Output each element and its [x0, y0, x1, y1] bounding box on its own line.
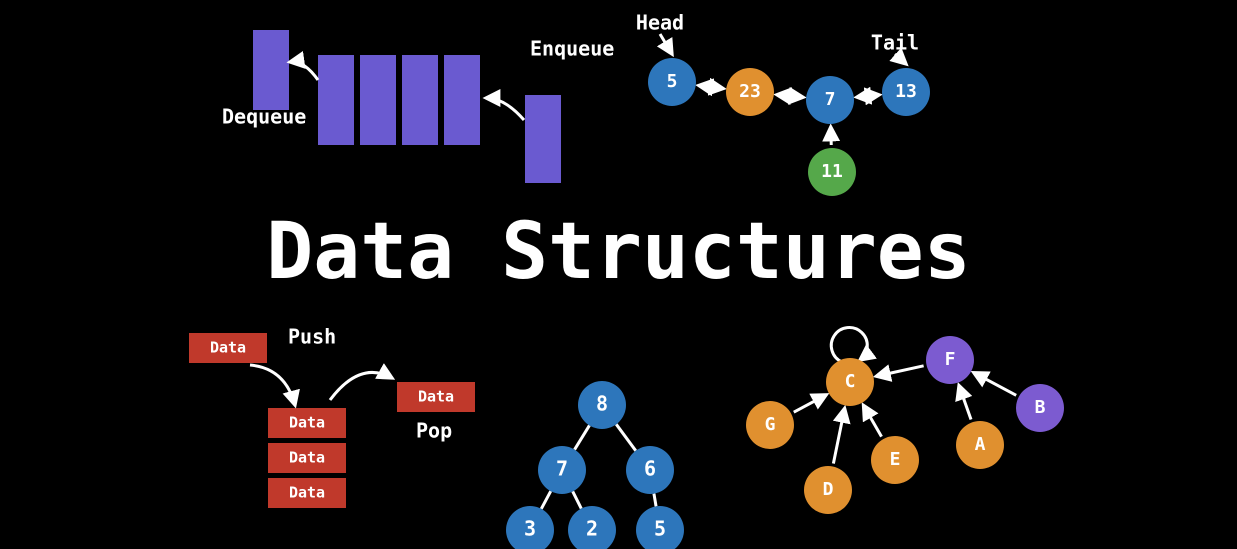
stack-push-block-label: Data [210, 339, 246, 357]
tree-node-label: 8 [596, 392, 608, 416]
list-node-label: 5 [667, 71, 678, 92]
tree-node-label: 3 [524, 517, 536, 541]
list-link [777, 95, 803, 98]
page-title: Data Structures [0, 207, 1237, 297]
tree-edge [654, 494, 656, 507]
queue-dequeued-block [253, 30, 289, 110]
tree-edge [573, 491, 582, 508]
dequeue-label: Dequeue [222, 105, 306, 129]
tail-label: Tail [871, 31, 919, 55]
pop-label: Pop [416, 419, 452, 443]
graph-node-label: A [975, 434, 986, 455]
graph-edge [863, 405, 881, 436]
tree-edge [575, 425, 590, 449]
stack-block-label: Data [289, 414, 325, 432]
enqueue-label: Enqueue [530, 37, 614, 61]
push-label: Push [288, 325, 336, 349]
graph-node-label: B [1035, 397, 1046, 418]
graph-node-label: G [765, 414, 776, 435]
head-label: Head [636, 11, 684, 35]
head-arrow [660, 34, 672, 54]
graph-edge [959, 385, 971, 419]
graph-self-loop [831, 328, 867, 362]
graph-node-label: F [945, 349, 956, 370]
queue-enqueue-block [525, 95, 561, 183]
list-link [699, 85, 723, 88]
queue-diagram [318, 55, 480, 145]
graph-edge [833, 408, 844, 463]
graph-node-label: E [890, 449, 901, 470]
graph-edge [876, 366, 923, 376]
tree-edge [616, 424, 635, 450]
graph-edge [974, 373, 1016, 396]
list-node-label: 23 [739, 81, 761, 102]
stack-pop-block-label: Data [418, 388, 454, 406]
tree-node-label: 5 [654, 517, 666, 541]
queue-block [360, 55, 396, 145]
list-node-label: 13 [895, 81, 917, 102]
tree-node-label: 6 [644, 457, 656, 481]
graph-edge [794, 395, 826, 412]
stack-block-label: Data [289, 449, 325, 467]
list-node-label: 11 [821, 161, 843, 182]
stack-block-label: Data [289, 484, 325, 502]
tree-edge [541, 491, 550, 509]
graph-node-label: D [823, 479, 834, 500]
tree-node-label: 2 [586, 517, 598, 541]
title-text: Data Structures [266, 207, 970, 297]
queue-block [444, 55, 480, 145]
queue-block [402, 55, 438, 145]
queue-block [318, 55, 354, 145]
tree-node-label: 7 [556, 457, 568, 481]
list-node-label: 7 [825, 89, 836, 110]
tail-arrow [895, 54, 906, 64]
list-insert-arrow [831, 127, 832, 145]
list-link [857, 95, 879, 97]
graph-node-label: C [845, 371, 856, 392]
